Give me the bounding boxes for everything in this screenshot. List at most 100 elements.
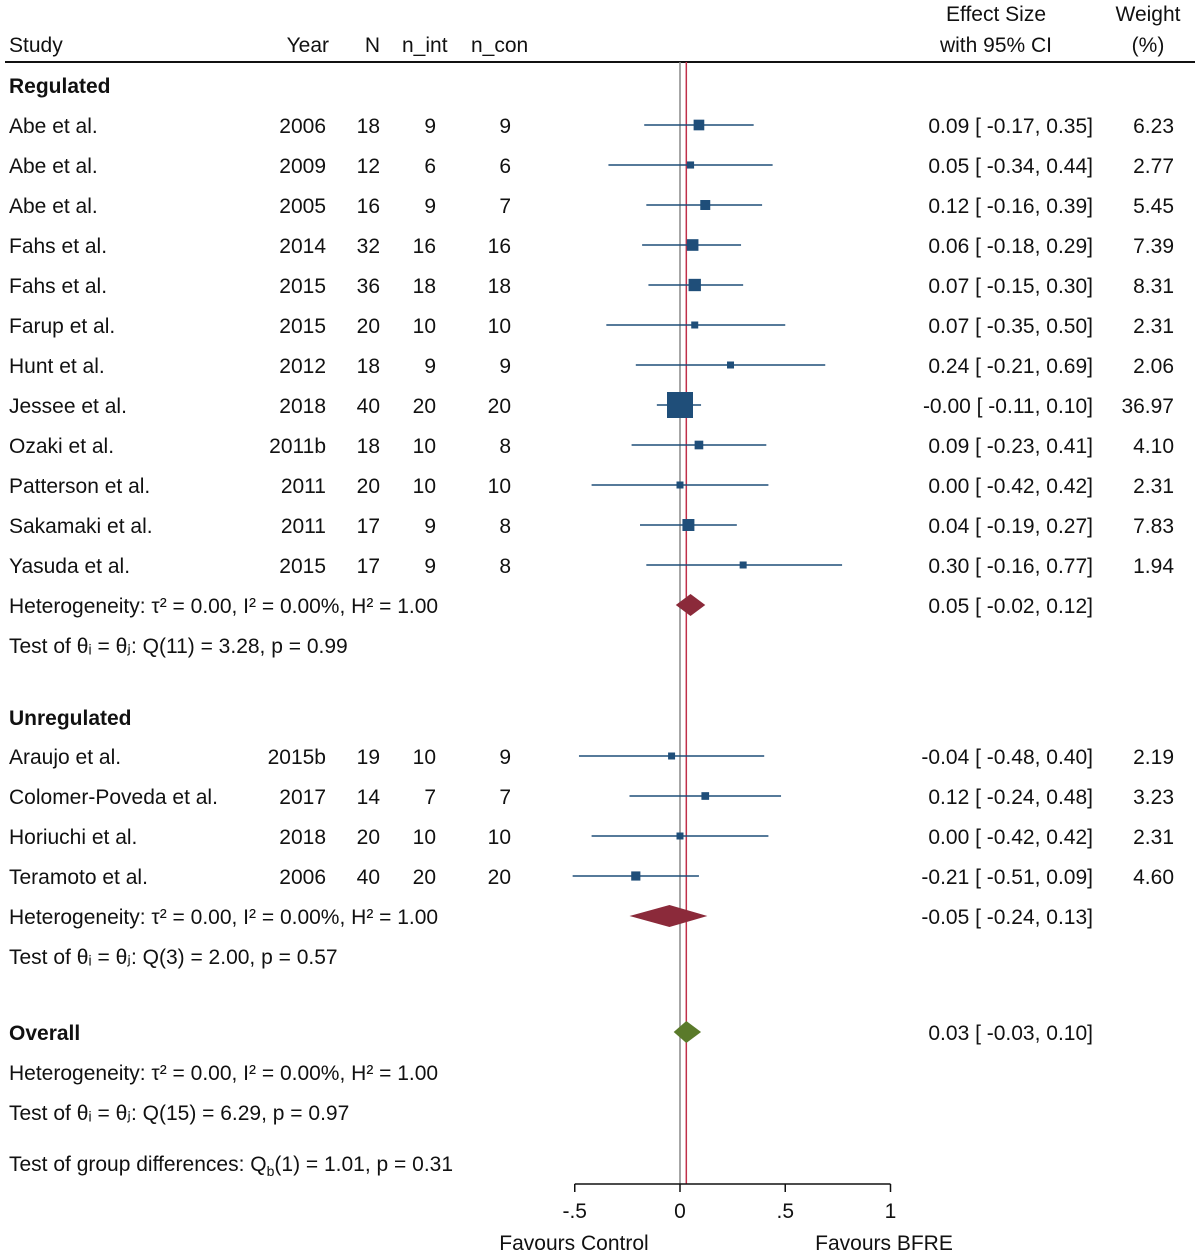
study-n: 18 — [357, 115, 380, 138]
study-year: 2017 — [279, 786, 326, 809]
study-name: Jessee et al. — [9, 395, 127, 418]
subgroup-diamond — [675, 594, 706, 616]
study-effect-ci: -0.21 [ -0.51, 0.09] — [921, 866, 1093, 889]
study-weight: 6.23 — [1133, 115, 1174, 138]
overall-homogeneity-test: Test of θᵢ = θⱼ: Q(15) = 6.29, p = 0.97 — [9, 1102, 349, 1125]
study-n-int: 9 — [424, 115, 436, 138]
study-n-con: 9 — [499, 746, 511, 769]
group-label: Unregulated — [9, 707, 132, 730]
study-n: 36 — [357, 275, 380, 298]
study-weight: 36.97 — [1121, 395, 1174, 418]
header-study: Study — [9, 34, 63, 57]
study-year: 2011 — [281, 515, 326, 538]
study-n-int: 7 — [424, 786, 436, 809]
study-effect-ci: 0.09 [ -0.17, 0.35] — [928, 115, 1093, 138]
study-n-int: 9 — [424, 515, 436, 538]
study-n-con: 6 — [499, 155, 511, 178]
study-marker — [701, 792, 710, 800]
study-effect-ci: 0.07 [ -0.15, 0.30] — [928, 275, 1093, 298]
study-name: Patterson et al. — [9, 475, 150, 498]
study-marker — [676, 832, 684, 840]
study-name: Abe et al. — [9, 155, 98, 178]
x-tick-label: 1 — [885, 1200, 897, 1223]
study-n: 18 — [357, 435, 380, 458]
study-year: 2012 — [279, 355, 326, 378]
study-n-con: 16 — [488, 235, 511, 258]
group-homogeneity-test: Test of θᵢ = θⱼ: Q(11) = 3.28, p = 0.99 — [9, 635, 348, 658]
header-n: N — [365, 34, 380, 57]
study-n: 14 — [357, 786, 381, 809]
study-marker — [668, 752, 676, 760]
study-name: Abe et al. — [9, 195, 98, 218]
study-n: 12 — [357, 155, 380, 178]
study-weight: 4.60 — [1133, 866, 1174, 889]
x-label-right: Favours BFRE — [815, 1232, 953, 1255]
header-weight: Weight — [1116, 3, 1181, 26]
x-tick-label: .5 — [776, 1200, 794, 1223]
study-name: Colomer-Poveda et al. — [9, 786, 218, 809]
study-name: Farup et al. — [9, 315, 115, 338]
study-weight: 2.19 — [1133, 746, 1174, 769]
study-weight: 2.77 — [1133, 155, 1174, 178]
study-weight: 4.10 — [1133, 435, 1174, 458]
study-n: 20 — [357, 826, 380, 849]
study-name: Horiuchi et al. — [9, 826, 137, 849]
study-name: Hunt et al. — [9, 355, 105, 378]
study-effect-ci: 0.05 [ -0.34, 0.44] — [928, 155, 1093, 178]
study-year: 2015 — [279, 315, 326, 338]
study-weight: 7.83 — [1133, 515, 1174, 538]
study-weight: 2.31 — [1133, 475, 1174, 498]
study-year: 2015 — [279, 275, 326, 298]
study-weight: 5.45 — [1133, 195, 1174, 218]
study-weight: 8.31 — [1133, 275, 1174, 298]
group-label: Regulated — [9, 75, 111, 98]
group-differences-test: Test of group differences: Qb(1) = 1.01,… — [9, 1153, 453, 1179]
study-weight: 3.23 — [1133, 786, 1174, 809]
study-marker — [686, 161, 695, 169]
study-marker — [727, 361, 735, 369]
study-year: 2006 — [279, 866, 326, 889]
group-homogeneity-test: Test of θᵢ = θⱼ: Q(3) = 2.00, p = 0.57 — [9, 946, 338, 969]
study-name: Teramoto et al. — [9, 866, 148, 889]
study-effect-ci: 0.09 [ -0.23, 0.41] — [928, 435, 1093, 458]
study-n-con: 10 — [488, 315, 511, 338]
subgroup-diamond-effect-ci: -0.05 [ -0.24, 0.13] — [921, 906, 1093, 929]
study-n-con: 18 — [488, 275, 511, 298]
study-n-con: 8 — [499, 555, 511, 578]
study-marker — [682, 519, 695, 531]
study-n: 20 — [357, 315, 380, 338]
study-effect-ci: 0.06 [ -0.18, 0.29] — [928, 235, 1093, 258]
study-n-con: 9 — [499, 115, 511, 138]
study-n-int: 10 — [413, 435, 436, 458]
header-effect-size: Effect Size — [946, 3, 1046, 26]
study-name: Abe et al. — [9, 115, 98, 138]
study-n-con: 7 — [499, 786, 511, 809]
study-marker — [739, 561, 747, 569]
study-n-con: 20 — [488, 395, 511, 418]
study-n: 17 — [357, 555, 380, 578]
overall-label: Overall — [9, 1022, 80, 1045]
study-effect-ci: 0.00 [ -0.42, 0.42] — [928, 826, 1093, 849]
study-name: Sakamaki et al. — [9, 515, 153, 538]
study-year: 2014 — [279, 235, 326, 258]
study-name: Fahs et al. — [9, 275, 107, 298]
study-n-int: 10 — [413, 475, 436, 498]
study-n-int: 9 — [424, 195, 436, 218]
study-n-int: 6 — [424, 155, 436, 178]
study-n: 20 — [357, 475, 380, 498]
overall-heterogeneity: Heterogeneity: τ² = 0.00, I² = 0.00%, H²… — [9, 1062, 438, 1085]
study-n-int: 20 — [413, 395, 436, 418]
study-n: 40 — [357, 866, 380, 889]
study-marker — [688, 278, 701, 292]
header-weight-unit: (%) — [1132, 34, 1165, 57]
study-n-con: 9 — [499, 355, 511, 378]
study-n-con: 8 — [499, 515, 511, 538]
study-marker — [631, 871, 641, 881]
study-effect-ci: 0.04 [ -0.19, 0.27] — [928, 515, 1093, 538]
study-n-con: 10 — [488, 826, 511, 849]
study-weight: 7.39 — [1133, 235, 1174, 258]
study-n: 32 — [357, 235, 380, 258]
study-n-int: 10 — [413, 315, 436, 338]
study-marker — [693, 119, 705, 131]
header-n-int: n_int — [402, 34, 448, 57]
